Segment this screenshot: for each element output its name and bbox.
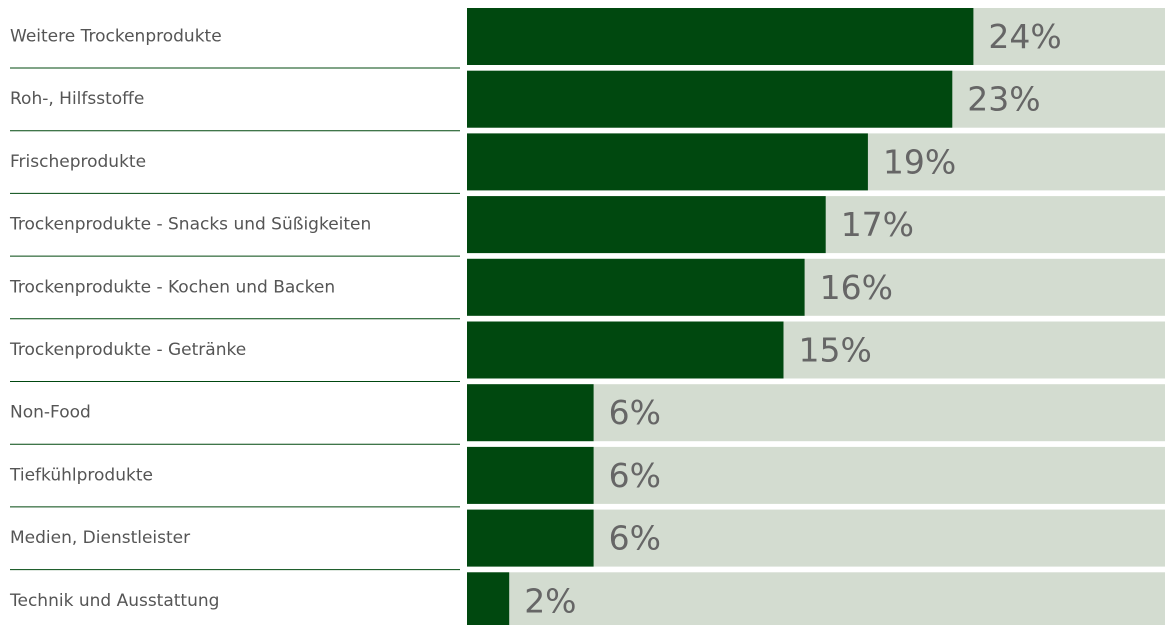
bar: [467, 8, 974, 65]
bar: [467, 446, 594, 504]
bar: [467, 321, 784, 379]
bar: [467, 133, 868, 191]
category-label: Roh-, Hilfsstoffe: [10, 89, 144, 109]
value-label: 24%: [988, 17, 1061, 56]
bar: [467, 258, 805, 316]
value-label: 6%: [609, 393, 661, 432]
value-label: 2%: [524, 581, 576, 620]
value-label: 15%: [799, 331, 872, 370]
category-label: Trockenprodukte - Snacks und Süßigkeiten: [9, 215, 371, 235]
value-label: 6%: [609, 519, 661, 558]
value-label: 19%: [883, 142, 956, 181]
bar: [467, 196, 826, 254]
value-label: 17%: [841, 205, 914, 244]
value-label: 23%: [967, 80, 1040, 119]
category-label: Tiefkühlprodukte: [9, 465, 153, 485]
bar-track: [467, 572, 1165, 625]
bar: [467, 384, 594, 442]
category-label: Weitere Trockenprodukte: [10, 27, 222, 47]
category-label: Technik und Ausstattung: [9, 591, 219, 611]
category-label: Trockenprodukte - Kochen und Backen: [9, 277, 335, 297]
value-label: 6%: [609, 456, 661, 495]
category-label: Frischeprodukte: [10, 152, 146, 172]
bar: [467, 509, 594, 567]
bar: [467, 572, 510, 625]
category-label: Non-Food: [10, 403, 91, 423]
value-label: 16%: [820, 268, 893, 307]
bar: [467, 70, 953, 128]
category-label: Trockenprodukte - Getränke: [9, 340, 246, 360]
category-label: Medien, Dienstleister: [10, 528, 190, 548]
